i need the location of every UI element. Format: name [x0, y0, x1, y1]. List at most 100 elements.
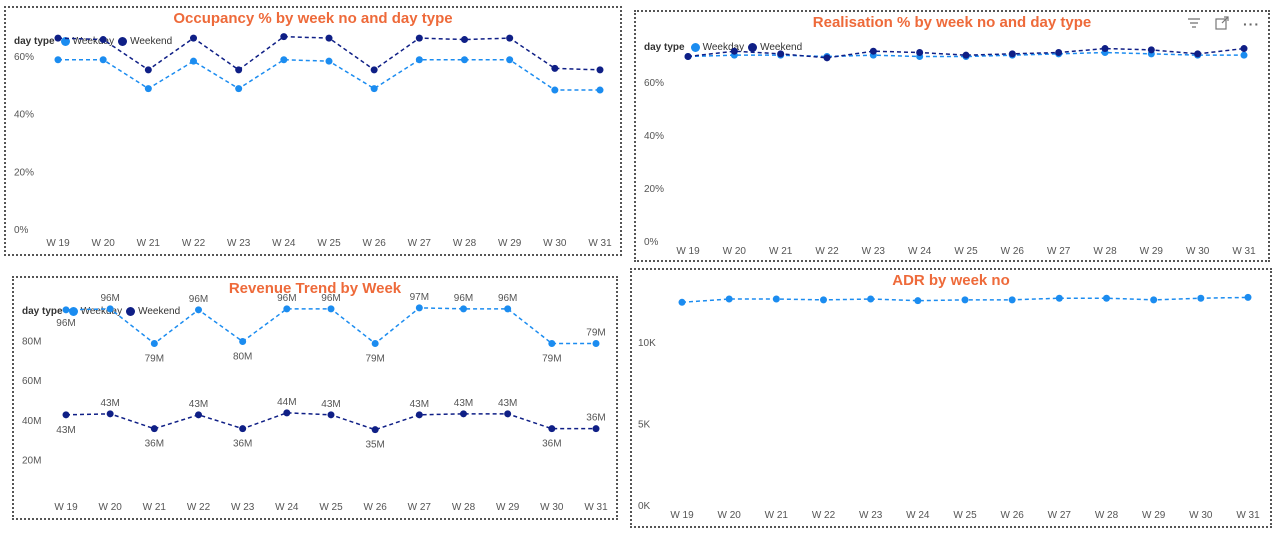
data-point-weekend[interactable] [325, 34, 333, 42]
data-point-weekday[interactable] [235, 85, 243, 93]
data-point-weekend[interactable] [99, 36, 107, 44]
x-tick-label: W 25 [954, 246, 978, 257]
data-point-adr[interactable] [867, 295, 875, 303]
data-point-adr[interactable] [1008, 296, 1016, 304]
data-point-weekend[interactable] [280, 33, 288, 41]
filter-icon[interactable] [1187, 16, 1201, 33]
data-point-weekday[interactable] [325, 57, 333, 65]
data-point-weekday[interactable] [62, 306, 70, 314]
data-point-weekday[interactable] [106, 305, 114, 313]
data-point-weekend[interactable] [370, 66, 378, 74]
data-point-weekday[interactable] [327, 305, 335, 313]
data-point-weekend[interactable] [1055, 49, 1063, 57]
x-tick-label: W 19 [670, 510, 694, 521]
data-point-weekday[interactable] [150, 340, 158, 348]
data-point-adr[interactable] [1055, 294, 1063, 302]
data-point-weekday[interactable] [506, 56, 514, 64]
x-tick-label: W 23 [859, 510, 883, 521]
data-point-adr[interactable] [820, 296, 827, 304]
data-point-weekday[interactable] [54, 56, 62, 64]
data-point-weekend[interactable] [1194, 50, 1202, 58]
data-point-weekday[interactable] [190, 57, 197, 65]
data-point-weekend[interactable] [1240, 45, 1248, 53]
data-point-weekend[interactable] [461, 36, 468, 44]
data-label-weekday: 96M [277, 293, 296, 304]
legend-item-weekday[interactable]: Weekday [690, 42, 744, 53]
data-point-weekend[interactable] [916, 49, 924, 57]
legend-label-weekend: Weekend [130, 36, 173, 47]
x-tick-label: W 25 [953, 510, 977, 521]
data-point-weekend[interactable] [504, 410, 512, 418]
data-point-weekend[interactable] [777, 50, 785, 58]
data-point-weekend[interactable] [551, 64, 559, 72]
data-point-weekend[interactable] [1008, 50, 1016, 58]
data-point-weekday[interactable] [280, 56, 288, 64]
legend-label-weekend: Weekend [760, 42, 803, 53]
focus-mode-icon[interactable] [1215, 16, 1229, 33]
data-point-weekend[interactable] [415, 411, 423, 419]
data-point-weekend[interactable] [190, 34, 197, 42]
data-point-adr[interactable] [1244, 293, 1252, 301]
legend-item-weekend[interactable]: Weekend [118, 36, 172, 47]
data-point-weekday[interactable] [99, 56, 107, 64]
data-point-weekend[interactable] [1101, 45, 1109, 53]
data-point-adr[interactable] [1150, 296, 1158, 304]
data-point-weekend[interactable] [283, 409, 291, 417]
data-point-weekend[interactable] [327, 411, 335, 419]
data-point-weekend[interactable] [548, 425, 556, 433]
data-point-weekend[interactable] [506, 34, 514, 42]
data-point-weekend[interactable] [62, 411, 70, 419]
data-point-weekend[interactable] [684, 53, 692, 60]
revenue-legend: day type Weekday Weekend [22, 306, 180, 317]
data-point-weekend[interactable] [730, 47, 738, 55]
data-point-adr[interactable] [1197, 294, 1205, 302]
data-point-weekday[interactable] [415, 304, 423, 312]
data-point-weekday[interactable] [195, 306, 202, 314]
data-point-weekday[interactable] [548, 340, 556, 348]
legend-item-weekend[interactable]: Weekend [748, 42, 802, 53]
data-point-weekday[interactable] [460, 305, 467, 313]
data-point-weekday[interactable] [551, 86, 559, 94]
data-point-weekday[interactable] [370, 85, 378, 93]
data-point-adr[interactable] [1103, 294, 1110, 302]
data-point-weekday[interactable] [371, 340, 379, 348]
data-point-adr[interactable] [914, 297, 922, 305]
data-point-weekend[interactable] [962, 51, 970, 59]
data-point-weekend[interactable] [460, 410, 467, 418]
data-point-weekday[interactable] [461, 56, 468, 64]
data-point-weekend[interactable] [596, 66, 604, 74]
data-point-weekend[interactable] [144, 66, 152, 74]
data-point-weekday[interactable] [415, 56, 423, 64]
data-point-weekday[interactable] [1240, 51, 1248, 59]
data-point-weekday[interactable] [592, 340, 600, 348]
data-point-weekend[interactable] [592, 425, 600, 433]
data-point-weekend[interactable] [106, 410, 114, 418]
data-point-weekend[interactable] [415, 34, 423, 42]
data-point-weekday[interactable] [596, 86, 604, 94]
data-point-adr[interactable] [772, 295, 780, 303]
data-point-weekend[interactable] [869, 47, 877, 55]
data-point-weekday[interactable] [283, 305, 291, 313]
data-label-weekday: 79M [145, 354, 164, 365]
data-point-adr[interactable] [725, 295, 733, 303]
more-options-icon[interactable]: ··· [1243, 16, 1260, 32]
legend-item-weekday[interactable]: Weekday [68, 306, 123, 317]
data-point-weekday[interactable] [239, 338, 247, 346]
data-label-weekday: 96M [56, 318, 75, 329]
data-point-weekend[interactable] [371, 426, 379, 434]
data-point-weekend[interactable] [239, 425, 247, 433]
data-point-weekday[interactable] [144, 85, 152, 93]
legend-item-weekday[interactable]: Weekday [60, 36, 114, 47]
data-point-weekend[interactable] [823, 54, 831, 62]
data-point-weekday[interactable] [504, 305, 512, 313]
data-point-weekend[interactable] [235, 66, 243, 74]
data-point-adr[interactable] [678, 298, 686, 306]
legend-label-weekday: Weekday [80, 306, 123, 317]
data-point-adr[interactable] [961, 296, 969, 304]
data-point-weekend[interactable] [54, 34, 62, 42]
data-point-weekend[interactable] [1147, 46, 1155, 54]
legend-item-weekend[interactable]: Weekend [126, 306, 180, 317]
data-point-weekend[interactable] [150, 425, 158, 433]
data-label-weekend: 43M [321, 399, 340, 410]
data-point-weekend[interactable] [195, 411, 202, 419]
